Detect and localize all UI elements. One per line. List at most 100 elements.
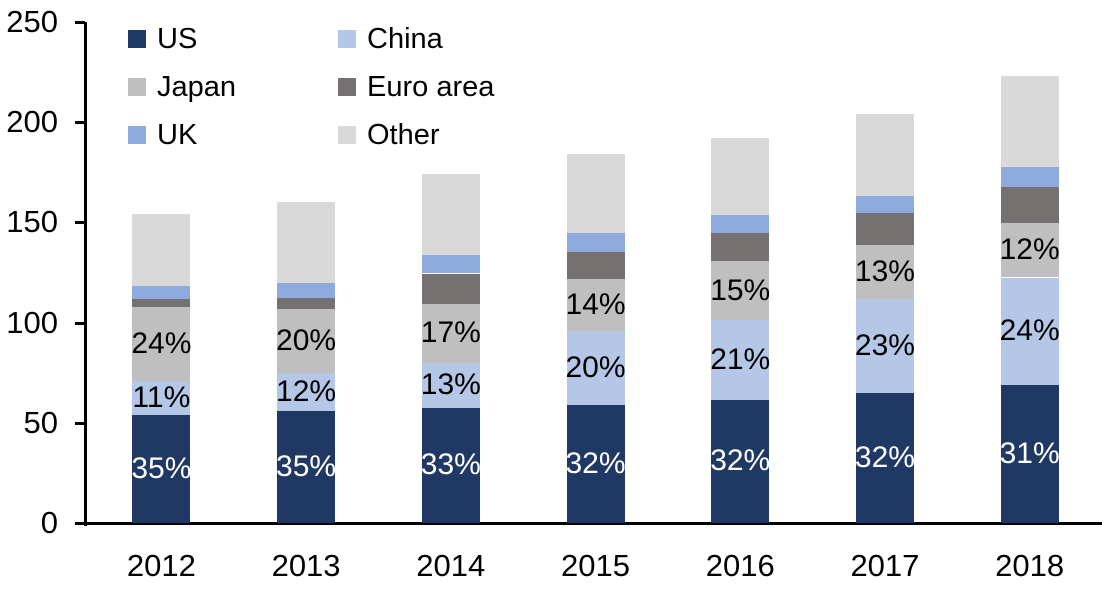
bar-segment-japan: 13% (854, 245, 915, 299)
x-axis-label: 2016 (705, 548, 775, 583)
legend-item-uk: UK (128, 111, 338, 159)
legend-label: Other (367, 118, 440, 151)
segment-percent-label: 12% (999, 233, 1060, 267)
segment-percent-label: 21% (710, 342, 771, 376)
bar-segment-china: 24% (999, 277, 1060, 385)
x-axis-label: 2014 (416, 548, 486, 583)
bar-segment-japan: 17% (420, 303, 481, 363)
bar-segment-us: 32% (710, 399, 771, 523)
bar-segment-other (421, 174, 480, 256)
legend: US China Japan Euro area UK Other (128, 15, 494, 159)
x-axis-label: 2013 (271, 548, 341, 583)
y-axis-label: 150 (6, 204, 58, 240)
bar-segment-uk (277, 282, 336, 298)
legend-item-us: US (128, 15, 338, 63)
bar-segment-china: 21% (710, 319, 771, 400)
segment-percent-label: 23% (854, 328, 915, 362)
segment-percent-label: 24% (131, 326, 192, 360)
y-axis-label: 250 (6, 4, 58, 39)
bar-segment-japan: 12% (999, 223, 1060, 278)
x-axis-label: 2017 (850, 548, 920, 583)
bar-segment-euro-area (711, 233, 770, 262)
bar-segment-us: 32% (565, 404, 626, 523)
legend-label: US (157, 22, 198, 55)
segment-percent-label: 12% (276, 374, 337, 408)
bar-segment-us: 31% (999, 384, 1060, 523)
x-axis-label: 2015 (561, 548, 630, 583)
bar-segment-uk (855, 196, 914, 214)
bar-segment-euro-area (566, 252, 625, 279)
segment-percent-label: 20% (565, 350, 626, 384)
legend-swatch-china (338, 30, 356, 48)
bar-segment-china: 20% (565, 330, 626, 405)
y-axis-tick (75, 21, 85, 24)
bar-segment-other (855, 114, 914, 197)
bar-segment-other (566, 154, 625, 234)
bar-segment-china: 23% (854, 298, 915, 393)
x-axis-label: 2012 (126, 548, 196, 583)
segment-percent-label: 31% (999, 436, 1060, 470)
y-axis-tick (75, 421, 85, 425)
segment-percent-label: 32% (854, 440, 915, 474)
legend-swatch-japan (128, 78, 146, 96)
segment-percent-label: 13% (854, 254, 915, 288)
segment-percent-label: 32% (710, 444, 771, 478)
y-axis-label: 100 (6, 304, 58, 340)
legend-label: UK (157, 118, 198, 151)
y-axis-label: 50 (23, 404, 58, 440)
bar-segment-uk (566, 233, 625, 253)
y-axis-tick (75, 121, 85, 125)
segment-percent-label: 24% (999, 314, 1060, 348)
bar-segment-japan: 15% (710, 261, 771, 320)
legend-item-china: China (338, 15, 494, 63)
legend-swatch-other (338, 126, 356, 144)
legend-label: Euro area (367, 70, 495, 103)
bar-segment-us: 35% (276, 410, 337, 523)
legend-label: Japan (157, 70, 237, 103)
legend-swatch-us (128, 30, 146, 48)
bar-segment-uk (132, 285, 191, 299)
y-axis-label: 200 (6, 104, 58, 140)
segment-percent-label: 33% (420, 448, 481, 482)
bar-segment-japan: 20% (276, 308, 337, 373)
x-axis-line (75, 522, 1102, 525)
segment-percent-label: 15% (710, 273, 771, 307)
legend-swatch-euro-area (338, 78, 356, 96)
bar-segment-china: 12% (276, 372, 337, 411)
bar-segment-euro-area (855, 213, 914, 246)
y-axis-tick (75, 321, 85, 325)
y-axis-tick (75, 221, 85, 225)
bar-segment-other (1000, 76, 1059, 168)
bar-segment-euro-area (132, 298, 191, 307)
y-axis-label: 0 (40, 505, 58, 540)
y-axis-line (84, 22, 87, 526)
segment-percent-label: 13% (420, 368, 481, 402)
bar-segment-japan: 24% (131, 306, 192, 381)
legend-label: China (367, 22, 443, 55)
bar-segment-us: 32% (854, 392, 915, 523)
bar-segment-china: 11% (132, 380, 191, 415)
segment-percent-label: 20% (276, 323, 337, 357)
segment-percent-label: 11% (132, 380, 191, 414)
legend-item-japan: Japan (128, 63, 338, 111)
bar-segment-euro-area (277, 297, 336, 309)
bar-segment-other (711, 138, 770, 216)
bar-segment-other (132, 214, 191, 286)
segment-percent-label: 35% (131, 451, 192, 485)
segment-percent-label: 32% (565, 446, 626, 480)
bar-segment-china: 13% (420, 362, 481, 408)
x-axis-label: 2018 (995, 548, 1065, 583)
legend-item-other: Other (338, 111, 494, 159)
segment-percent-label: 17% (420, 316, 481, 350)
legend-swatch-uk (128, 126, 146, 144)
bar-segment-euro-area (1000, 187, 1059, 224)
bar-segment-uk (711, 215, 770, 234)
bar-segment-uk (1000, 167, 1059, 188)
bar-segment-euro-area (421, 273, 480, 304)
bar-segment-other (277, 202, 336, 283)
segment-percent-label: 35% (276, 449, 337, 483)
bar-segment-us: 33% (420, 407, 481, 523)
bar-segment-us: 35% (131, 414, 192, 523)
segment-percent-label: 14% (565, 287, 626, 321)
